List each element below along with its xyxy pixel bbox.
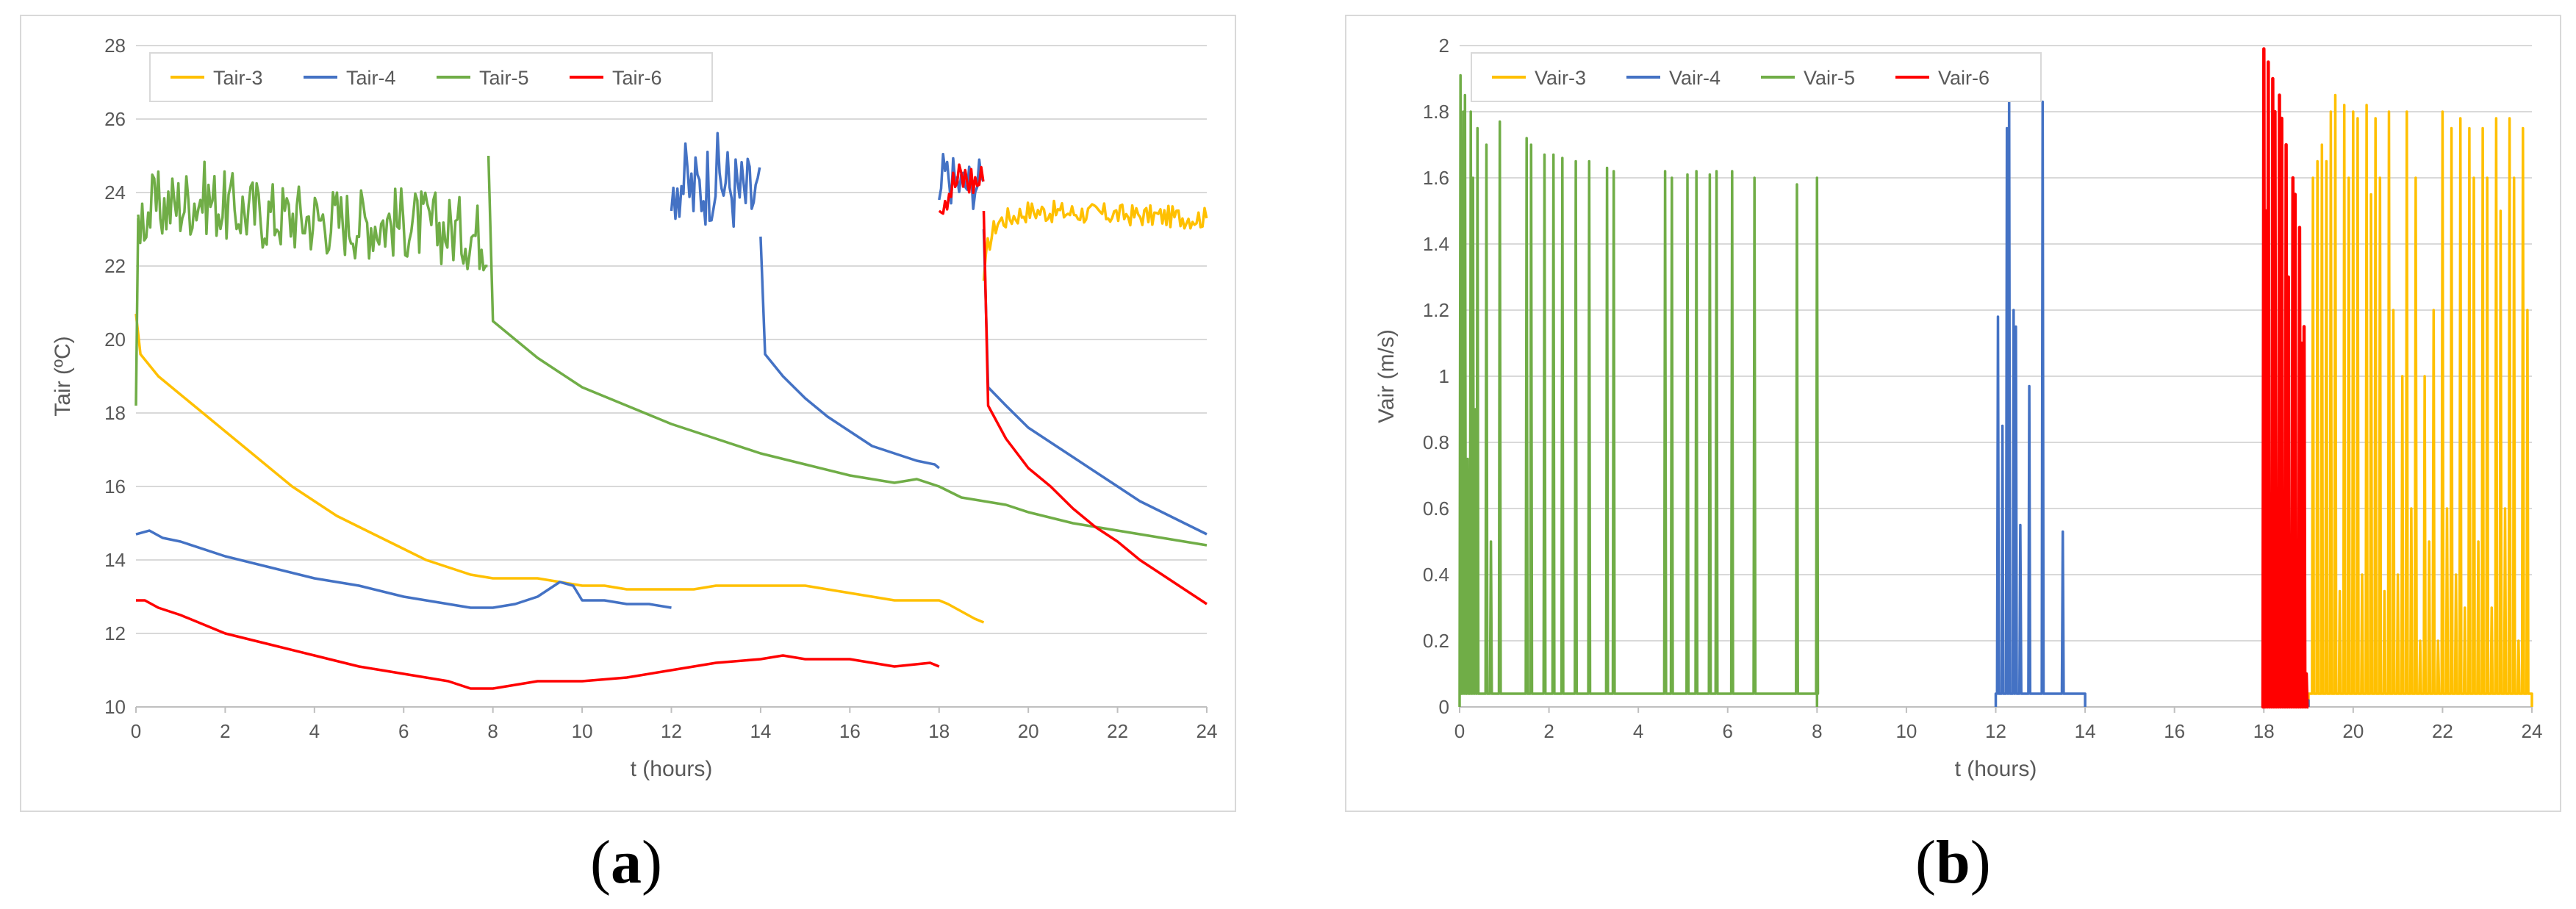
- legend-entry: Tair-3: [213, 67, 263, 89]
- y-axis-title: Vair (m/s): [1374, 329, 1399, 423]
- series-line-vair-5: [1458, 73, 1820, 707]
- x-tick-label: 6: [1723, 720, 1733, 742]
- y-tick-label: 1.4: [1423, 233, 1449, 255]
- series-line-vair-6: [2261, 47, 2309, 709]
- y-tick-label: 26: [104, 108, 126, 130]
- legend-entry: Vair-3: [1535, 67, 1586, 89]
- series-line-tair-4-occupied-12-14-: [670, 132, 761, 229]
- series-line-tair-5-decay-: [487, 155, 1208, 547]
- y-tick-label: 2: [1439, 35, 1449, 57]
- x-tick-label: 18: [928, 720, 950, 742]
- series-line-vair-3: [2307, 93, 2533, 707]
- series-line-tair-6: [136, 599, 940, 690]
- x-tick-label: 18: [2253, 720, 2275, 742]
- y-tick-label: 0: [1439, 696, 1449, 718]
- caption-a: (a): [590, 828, 662, 897]
- y-tick-label: 1.2: [1423, 299, 1449, 321]
- x-tick-label: 4: [1633, 720, 1643, 742]
- series-line-tair-4-decay-: [759, 236, 940, 470]
- legend-entry: Tair-6: [612, 67, 662, 89]
- x-tick-label: 24: [2522, 720, 2543, 742]
- x-tick-label: 4: [309, 720, 320, 742]
- y-tick-label: 14: [104, 549, 126, 571]
- x-tick-label: 20: [2342, 720, 2364, 742]
- y-tick-label: 1.8: [1423, 101, 1449, 123]
- chart-panel-vair: 0 0.2 0.4 0.6 0.8 1 1.2 1.4 1.6 1.8 2 0 2 4 6 8 10 12 14 16…: [1345, 15, 2561, 812]
- x-tick-label: 0: [1454, 720, 1465, 742]
- caption-a-letter: a: [610, 828, 642, 897]
- x-tick-label: 6: [398, 720, 409, 742]
- legend-box: [149, 52, 713, 102]
- y-tick-label: 0.2: [1423, 630, 1449, 652]
- y-tick-label: 28: [104, 35, 126, 57]
- x-tick-label: 20: [1018, 720, 1039, 742]
- legend-entry: Vair-4: [1669, 67, 1721, 89]
- x-tick-label: 8: [487, 720, 498, 742]
- legend-entry: Tair-4: [346, 67, 396, 89]
- y-tick-label: 12: [104, 622, 126, 644]
- series-line-tair-5: [134, 218, 140, 406]
- x-tick-label: 8: [1812, 720, 1822, 742]
- y-tick-label: 18: [104, 402, 126, 424]
- series-line-tair-3-occupied-: [982, 199, 1208, 281]
- x-tick-label: 2: [220, 720, 230, 742]
- x-axis-title: t (hours): [1955, 757, 2037, 781]
- x-tick-label: 14: [750, 720, 771, 742]
- y-tick-label: 1.6: [1423, 167, 1449, 189]
- series-line-tair-6-occupied-: [938, 163, 985, 215]
- x-tick-label: 12: [1985, 720, 2006, 742]
- x-tick-label: 14: [2075, 720, 2096, 742]
- y-tick-label: 0.8: [1423, 431, 1449, 453]
- y-tick-label: 1: [1439, 365, 1449, 387]
- y-axis-title: Tair (ºC): [51, 336, 75, 416]
- x-tick-label: 10: [572, 720, 593, 742]
- x-tick-label: 12: [661, 720, 682, 742]
- x-tick-label: 22: [1107, 720, 1128, 742]
- x-axis-title: t (hours): [631, 757, 713, 781]
- y-tick-label: 10: [104, 696, 126, 718]
- series-line-tair-4-evening-: [982, 229, 1208, 536]
- y-tick-label: 24: [104, 182, 126, 204]
- series-line-tair-4: [135, 529, 672, 609]
- x-tick-label: 10: [1895, 720, 1917, 742]
- y-tick-label: 22: [104, 255, 126, 277]
- x-tick-label: 16: [839, 720, 861, 742]
- legend-entry: Tair-5: [479, 67, 529, 89]
- caption-b: (b): [1915, 828, 1991, 897]
- x-tick-label: 2: [1543, 720, 1554, 742]
- legend-box: [1471, 52, 2042, 102]
- y-tick-label: 16: [104, 475, 126, 497]
- x-tick-label: 24: [1196, 720, 1218, 742]
- x-tick-label: 0: [131, 720, 141, 742]
- caption-b-letter: b: [1935, 828, 1970, 897]
- y-tick-label: 20: [104, 328, 126, 351]
- legend-entry: Vair-5: [1804, 67, 1855, 89]
- x-tick-label: 16: [2164, 720, 2185, 742]
- chart-panel-tair: 10 12 14 16 18 20 22 24 26 28 0 2 4 6 8 10 12 14 16 18 20 22 2…: [20, 15, 1236, 812]
- y-tick-label: 0.4: [1423, 564, 1449, 586]
- series-line-tair-5-occupied-: [137, 160, 488, 272]
- vair-chart: 00.20.40.60.811.21.41.61.820 2 4 6 8 10 12 14 16…: [1374, 35, 2543, 781]
- legend-entry: Vair-6: [1938, 67, 1990, 89]
- series-line-vair-4: [1994, 97, 2087, 707]
- series-line-tair-3: [134, 313, 985, 624]
- x-tick-label: 22: [2432, 720, 2453, 742]
- series-line-tair-6-evening-: [982, 210, 1208, 606]
- y-tick-label: 0.6: [1423, 497, 1449, 520]
